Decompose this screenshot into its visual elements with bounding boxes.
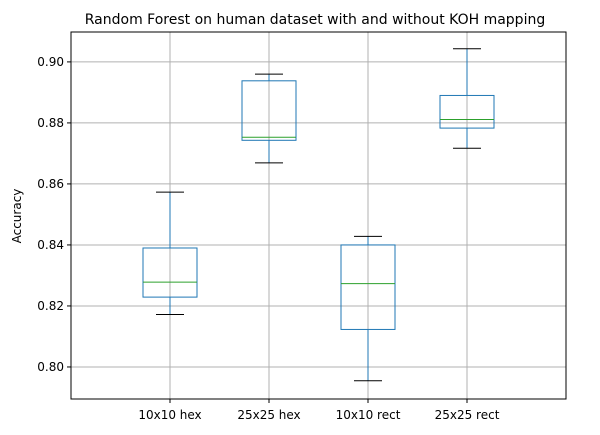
- y-tick-label: 0.82: [37, 299, 64, 313]
- y-tick-label: 0.84: [37, 238, 64, 252]
- x-tick-label: 10x10 rect: [336, 408, 401, 422]
- box-iqr: [241, 80, 297, 141]
- x-tick-label: 10x10 hex: [138, 408, 201, 422]
- box-iqr: [439, 94, 495, 129]
- y-tick-label: 0.88: [37, 116, 64, 130]
- plot-area-frame: [70, 31, 567, 400]
- marks-layer: [142, 48, 495, 382]
- ticks-layer: 0.80 0.82 0.84 0.86 0.88 0.90 10x10 hex 25x25 h…: [37, 55, 499, 422]
- y-axis-label: Accuracy: [10, 189, 24, 244]
- y-tick-label: 0.80: [37, 360, 64, 374]
- box-iqr: [340, 244, 396, 330]
- y-tick-label: 0.86: [37, 177, 64, 191]
- grid-layer: [71, 32, 566, 399]
- y-tick-label: 0.90: [37, 55, 64, 69]
- chart-title: Random Forest on human dataset with and …: [85, 12, 545, 28]
- box-iqr: [142, 247, 198, 298]
- x-tick-label: 25x25 hex: [237, 408, 300, 422]
- x-tick-label: 25x25 rect: [435, 408, 500, 422]
